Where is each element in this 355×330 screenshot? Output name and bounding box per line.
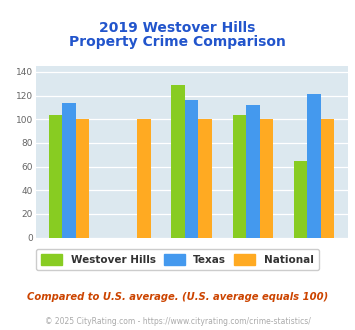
Bar	[260, 119, 273, 238]
Legend: Westover Hills, Texas, National: Westover Hills, Texas, National	[36, 249, 319, 270]
Bar	[198, 119, 212, 238]
Bar	[294, 161, 307, 238]
Bar	[137, 119, 151, 238]
Text: © 2025 CityRating.com - https://www.cityrating.com/crime-statistics/: © 2025 CityRating.com - https://www.city…	[45, 317, 310, 326]
Bar	[76, 119, 89, 238]
Text: Compared to U.S. average. (U.S. average equals 100): Compared to U.S. average. (U.S. average …	[27, 292, 328, 302]
Bar	[49, 115, 62, 238]
Bar	[246, 105, 260, 238]
Text: Property Crime Comparison: Property Crime Comparison	[69, 35, 286, 49]
Bar	[233, 115, 246, 238]
Bar	[171, 85, 185, 238]
Bar	[185, 100, 198, 238]
Bar	[62, 103, 76, 238]
Text: 2019 Westover Hills: 2019 Westover Hills	[99, 21, 256, 35]
Bar	[321, 119, 334, 238]
Bar	[307, 94, 321, 238]
